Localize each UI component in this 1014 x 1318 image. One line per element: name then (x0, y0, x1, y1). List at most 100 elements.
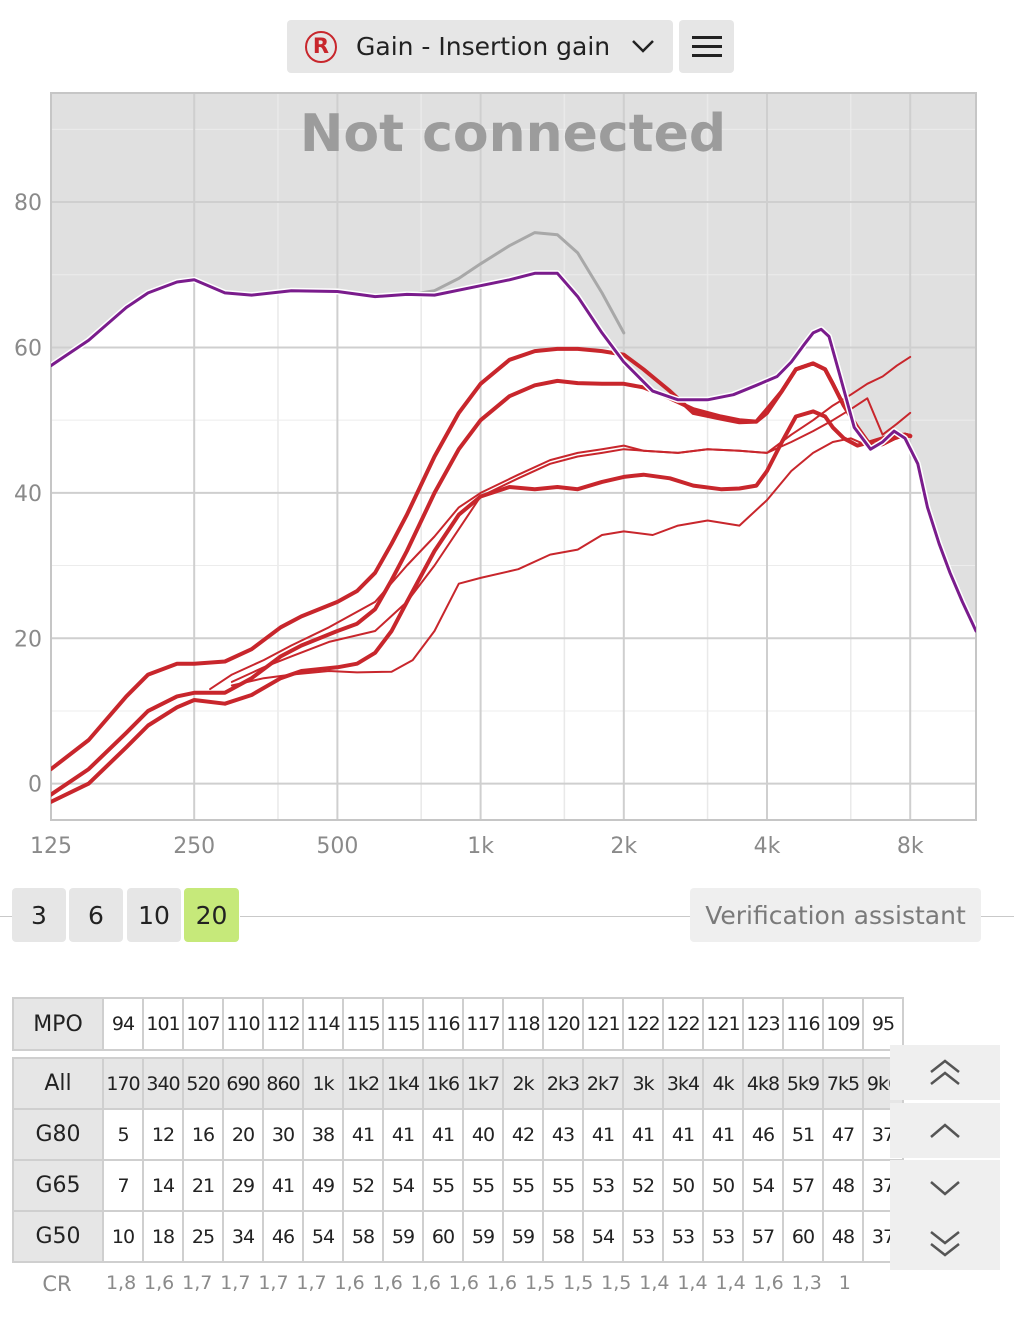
gain-cell[interactable]: 57 (742, 1210, 784, 1263)
scroll-down-button[interactable] (890, 1160, 1000, 1215)
scroll-top-button[interactable] (890, 1045, 1000, 1100)
frequency-header-cell[interactable]: 1k6 (422, 1057, 464, 1110)
frequency-header-cell[interactable]: 4k8 (742, 1057, 784, 1110)
gain-cell[interactable]: 25 (182, 1210, 224, 1263)
cr-cell: 1,6 (372, 1272, 403, 1294)
frequency-header-cell[interactable]: 860 (262, 1057, 304, 1110)
gain-cell[interactable]: 59 (462, 1210, 504, 1263)
gain-cell[interactable]: 41 (262, 1159, 304, 1212)
gain-cell[interactable]: 59 (502, 1210, 544, 1263)
gain-cell[interactable]: 59 (382, 1210, 424, 1263)
program-select[interactable]: R Gain - Insertion gain (287, 20, 673, 73)
gain-cell[interactable]: 48 (822, 1210, 864, 1263)
gain-cell[interactable]: 58 (342, 1210, 384, 1263)
x-tick-label: 250 (173, 834, 215, 859)
scroll-bottom-button[interactable] (890, 1215, 1000, 1270)
gain-cell[interactable]: 7 (102, 1159, 144, 1212)
gain-row-label[interactable]: G50 (12, 1210, 104, 1263)
frequency-header-cell[interactable]: 2k (502, 1057, 544, 1110)
frequency-header-cell[interactable]: 170 (102, 1057, 144, 1110)
frequency-header-cell[interactable]: 1k7 (462, 1057, 504, 1110)
frequency-header-cell[interactable]: 690 (222, 1057, 264, 1110)
gain-cell[interactable]: 40 (462, 1108, 504, 1161)
gain-cell[interactable]: 47 (822, 1108, 864, 1161)
gain-cell[interactable]: 41 (662, 1108, 704, 1161)
gain-cell[interactable]: 10 (102, 1210, 144, 1263)
y-tick-label: 60 (14, 336, 42, 361)
mpo-cell: 107 (182, 997, 224, 1051)
gain-cell[interactable]: 53 (582, 1159, 624, 1212)
gain-cell[interactable]: 52 (342, 1159, 384, 1212)
verification-assistant-button[interactable]: Verification assistant (690, 888, 981, 942)
gain-cell[interactable]: 46 (262, 1210, 304, 1263)
gain-cell[interactable]: 53 (662, 1210, 704, 1263)
gain-cell[interactable]: 54 (742, 1159, 784, 1212)
level-button-10[interactable]: 10 (127, 888, 181, 942)
gain-cell[interactable]: 51 (782, 1108, 824, 1161)
scroll-up-button[interactable] (890, 1103, 1000, 1158)
gain-cell[interactable]: 57 (782, 1159, 824, 1212)
gain-cell[interactable]: 30 (262, 1108, 304, 1161)
gain-cell[interactable]: 18 (142, 1210, 184, 1263)
level-button-3[interactable]: 3 (12, 888, 66, 942)
gain-cell[interactable]: 54 (582, 1210, 624, 1263)
frequency-header-cell[interactable]: 1k4 (382, 1057, 424, 1110)
frequency-header-cell[interactable]: 5k9 (782, 1057, 824, 1110)
gain-cell[interactable]: 50 (702, 1159, 744, 1212)
gain-cell[interactable]: 58 (542, 1210, 584, 1263)
gain-cell[interactable]: 53 (702, 1210, 744, 1263)
level-button-6[interactable]: 6 (69, 888, 123, 942)
gain-cell[interactable]: 43 (542, 1108, 584, 1161)
gain-cell[interactable]: 34 (222, 1210, 264, 1263)
gain-cell[interactable]: 41 (342, 1108, 384, 1161)
gain-cell[interactable]: 21 (182, 1159, 224, 1212)
gain-cell[interactable]: 46 (742, 1108, 784, 1161)
x-tick-label: 4k (754, 834, 781, 859)
gain-cell[interactable]: 12 (142, 1108, 184, 1161)
gain-cell[interactable]: 5 (102, 1108, 144, 1161)
gain-cell[interactable]: 53 (622, 1210, 664, 1263)
frequency-header-cell[interactable]: 3k (622, 1057, 664, 1110)
gain-cell[interactable]: 60 (422, 1210, 464, 1263)
frequency-header-cell[interactable]: 1k (302, 1057, 344, 1110)
frequency-header-cell[interactable]: 3k4 (662, 1057, 704, 1110)
gain-cell[interactable]: 55 (542, 1159, 584, 1212)
gain-cell[interactable]: 41 (422, 1108, 464, 1161)
gain-cell[interactable]: 20 (222, 1108, 264, 1161)
gain-cell[interactable]: 55 (462, 1159, 504, 1212)
gain-cell[interactable]: 55 (502, 1159, 544, 1212)
gain-cell[interactable]: 41 (702, 1108, 744, 1161)
y-tick-label: 0 (28, 773, 42, 798)
gain-cell[interactable]: 14 (142, 1159, 184, 1212)
all-label[interactable]: All (12, 1057, 104, 1110)
frequency-header-cell[interactable]: 2k7 (582, 1057, 624, 1110)
gain-cell[interactable]: 41 (582, 1108, 624, 1161)
gain-cell[interactable]: 42 (502, 1108, 544, 1161)
gain-cell[interactable]: 60 (782, 1210, 824, 1263)
gain-cell[interactable]: 41 (382, 1108, 424, 1161)
gain-cell[interactable]: 29 (222, 1159, 264, 1212)
frequency-header-cell[interactable]: 340 (142, 1057, 184, 1110)
gain-cell[interactable]: 55 (422, 1159, 464, 1212)
gain-cell[interactable]: 48 (822, 1159, 864, 1212)
gain-row-label[interactable]: G80 (12, 1108, 104, 1161)
mpo-cell: 120 (542, 997, 584, 1051)
frequency-header-cell[interactable]: 7k5 (822, 1057, 864, 1110)
gain-cell[interactable]: 52 (622, 1159, 664, 1212)
frequency-header-cell[interactable]: 4k (702, 1057, 744, 1110)
gain-cell[interactable]: 16 (182, 1108, 224, 1161)
menu-button[interactable] (679, 20, 734, 73)
frequency-header-cell[interactable]: 1k2 (342, 1057, 384, 1110)
gain-cell[interactable]: 50 (662, 1159, 704, 1212)
r-mode-icon: R (305, 30, 337, 63)
gain-cell[interactable]: 49 (302, 1159, 344, 1212)
level-button-20[interactable]: 20 (184, 888, 239, 942)
gain-row-label[interactable]: G65 (12, 1159, 104, 1212)
frequency-header-cell[interactable]: 2k3 (542, 1057, 584, 1110)
gain-cell[interactable]: 41 (622, 1108, 664, 1161)
gain-cell[interactable]: 54 (302, 1210, 344, 1263)
chevron-up-icon (930, 1122, 960, 1138)
gain-cell[interactable]: 38 (302, 1108, 344, 1161)
frequency-header-cell[interactable]: 520 (182, 1057, 224, 1110)
gain-cell[interactable]: 54 (382, 1159, 424, 1212)
